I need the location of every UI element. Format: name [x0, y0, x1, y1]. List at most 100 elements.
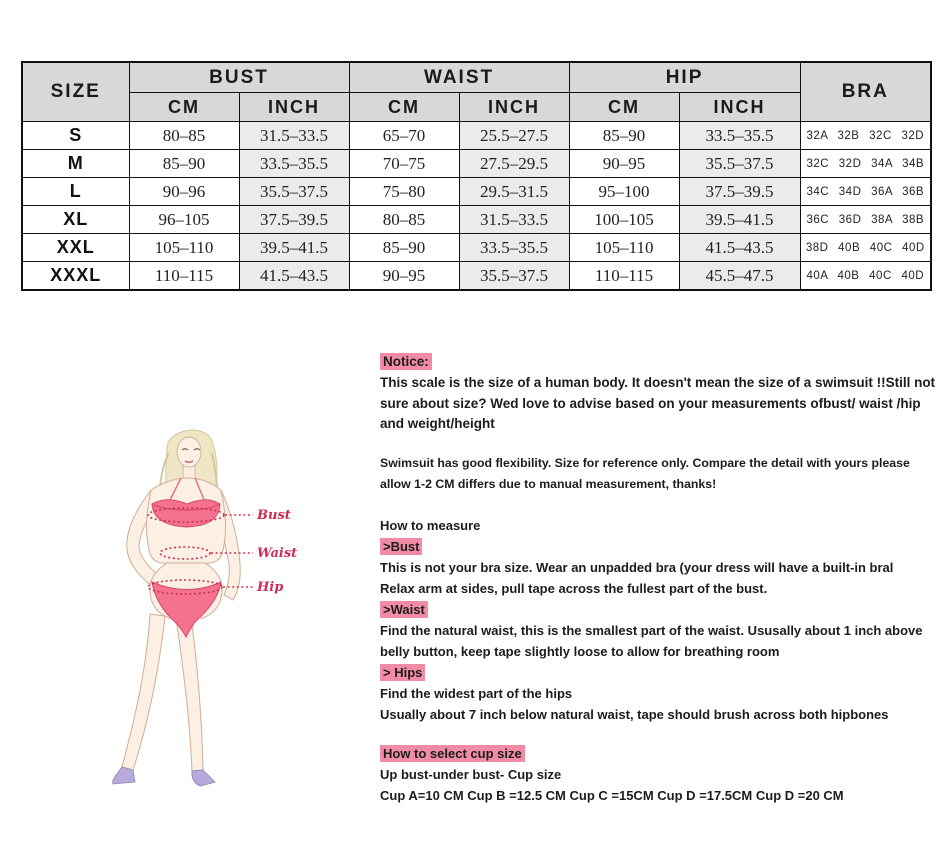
bikini-bottom — [151, 581, 222, 639]
bust-inch-cell: 41.5–43.5 — [238, 261, 350, 291]
flexibility-note-line1: Swimsuit has good flexibility. Size for … — [380, 455, 910, 470]
bikini-top-band — [151, 503, 221, 511]
woman-sketch-illustration: Bust Waist Hip — [112, 429, 297, 787]
bust-group-header: BUST — [128, 61, 350, 93]
table-row-l: L 90–96 35.5–37.5 75–80 29.5–31.5 95–100… — [21, 177, 932, 206]
waist-cm-header: CM — [348, 92, 460, 122]
left-leg — [121, 613, 166, 771]
bra-cell: 32C 32D 34A 34B — [799, 149, 932, 178]
waist-cm-cell: 80–85 — [348, 205, 460, 234]
cup-instruction-line1: Up bust-under bust- Cup size — [380, 766, 562, 782]
bust-inch-cell: 39.5–41.5 — [238, 233, 350, 262]
size-cell: XXXL — [21, 261, 130, 291]
sizing-notes: Notice: This scale is the size of a huma… — [380, 352, 938, 806]
hip-inch-cell: 41.5–43.5 — [678, 233, 801, 262]
table-row-m: M 85–90 33.5–35.5 70–75 27.5–29.5 90–95 … — [21, 149, 932, 178]
waist-label: Waist — [257, 546, 297, 561]
waist-cm-cell: 90–95 — [348, 261, 460, 291]
hip-cm-cell: 85–90 — [568, 121, 680, 150]
bra-cell: 36C 36D 38A 38B — [799, 205, 932, 234]
hip-cm-header: CM — [568, 92, 680, 122]
waist-inch-header: INCH — [458, 92, 570, 122]
notice-body: This scale is the size of a human body. … — [380, 375, 936, 431]
waist-group-header: WAIST — [348, 61, 570, 93]
header-row-groups: SIZE BUST WAIST HIP BRA — [21, 61, 932, 122]
measurement-figure-illustration: Bust Waist Hip — [105, 420, 365, 820]
waist-cm-cell: 70–75 — [348, 149, 460, 178]
bust-measure-line — [147, 507, 225, 523]
hip-cm-cell: 95–100 — [568, 177, 680, 206]
hip-inch-cell: 35.5–37.5 — [678, 149, 801, 178]
bra-cell: 32A 32B 32C 32D — [799, 121, 932, 150]
waist-instruction-line1: Find the natural waist, this is the smal… — [380, 622, 923, 638]
waist-cm-cell: 65–70 — [348, 121, 460, 150]
bust-cm-cell: 80–85 — [128, 121, 240, 150]
bust-cm-cell: 110–115 — [128, 261, 240, 291]
bust-cm-cell: 96–105 — [128, 205, 240, 234]
waist-cm-cell: 85–90 — [348, 233, 460, 262]
bust-cm-cell: 90–96 — [128, 177, 240, 206]
header-row-units: CM INCH CM INCH CM INCH — [22, 92, 931, 122]
notice-heading: Notice: — [380, 353, 432, 370]
cup-size-heading: How to select cup size — [380, 744, 525, 762]
cup-heading-row: How to select cup size — [380, 743, 938, 764]
bust-label: Bust — [256, 508, 291, 523]
waist-inch-cell: 35.5–37.5 — [458, 261, 570, 291]
waist-section-heading: >Waist — [380, 600, 428, 618]
waist-inch-cell: 29.5–31.5 — [458, 177, 570, 206]
bust-cm-header: CM — [128, 92, 240, 122]
spacer — [380, 725, 938, 743]
right-shoe — [191, 769, 216, 787]
bra-cell: 38D 40B 40C 40D — [799, 233, 932, 262]
size-cell: XL — [21, 205, 130, 234]
bra-cell: 40A 40B 40C 40D — [799, 261, 932, 291]
waist-inch-cell: 33.5–35.5 — [458, 233, 570, 262]
hip-cm-cell: 100–105 — [568, 205, 680, 234]
waist-heading-row: >Waist — [380, 599, 938, 620]
bust-inch-cell: 35.5–37.5 — [238, 177, 350, 206]
bust-heading-row: >Bust — [380, 536, 938, 557]
right-leg — [175, 615, 204, 772]
table-row-xxl: XXL 105–110 39.5–41.5 85–90 33.5–35.5 10… — [21, 233, 932, 262]
bust-cm-cell: 85–90 — [128, 149, 240, 178]
waist-instruction-line2: belly button, keep tape slightly loose t… — [380, 643, 780, 659]
hip-group-header: HIP — [568, 61, 801, 93]
hip-inch-cell: 45.5–47.5 — [678, 261, 801, 291]
notice-heading-row: Notice: — [380, 352, 938, 372]
bust-inch-cell: 31.5–33.5 — [238, 121, 350, 150]
size-chart-table: SIZE BUST WAIST HIP BRA CM INCH CM INCH … — [21, 61, 933, 291]
cup-instruction-line2: Cup A=10 CM Cup B =12.5 CM Cup C =15CM C… — [380, 787, 844, 803]
bikini-straps — [168, 477, 206, 503]
hip-inch-cell: 39.5–41.5 — [678, 205, 801, 234]
bust-cm-cell: 105–110 — [128, 233, 240, 262]
size-cell: L — [21, 177, 130, 206]
hips-instruction-line1: Find the widest part of the hips — [380, 685, 573, 701]
eyes — [181, 448, 201, 451]
size-cell: XXL — [21, 233, 130, 262]
hips-heading-row: > Hips — [380, 662, 938, 683]
how-to-measure-heading: How to measure — [380, 517, 481, 533]
waist-inch-cell: 25.5–27.5 — [458, 121, 570, 150]
left-shoe — [112, 766, 136, 785]
waist-inch-cell: 27.5–29.5 — [458, 149, 570, 178]
waist-cm-cell: 75–80 — [348, 177, 460, 206]
table-row-xxxl: XXXL 110–115 41.5–43.5 90–95 35.5–37.5 1… — [21, 261, 932, 291]
hip-inch-cell: 33.5–35.5 — [678, 121, 801, 150]
hips-section-heading: > Hips — [380, 663, 426, 681]
bust-inch-cell: 37.5–39.5 — [238, 205, 350, 234]
hip-cm-cell: 105–110 — [568, 233, 680, 262]
size-cell: S — [21, 121, 130, 150]
hip-cm-cell: 90–95 — [568, 149, 680, 178]
bust-instruction-line2: Relax arm at sides, pull tape across the… — [380, 580, 768, 596]
spacer — [380, 435, 938, 453]
hip-inch-header: INCH — [678, 92, 801, 122]
hip-label: Hip — [256, 580, 283, 595]
size-column-header: SIZE — [21, 61, 130, 122]
hip-measure-line — [147, 579, 223, 595]
face — [176, 436, 202, 468]
hip-inch-cell: 37.5–39.5 — [678, 177, 801, 206]
hips-instruction-line2: Usually about 7 inch below natural waist… — [380, 706, 889, 722]
spacer — [380, 495, 938, 515]
bra-column-header: BRA — [799, 61, 932, 122]
bra-cell: 34C 34D 36A 36B — [799, 177, 932, 206]
